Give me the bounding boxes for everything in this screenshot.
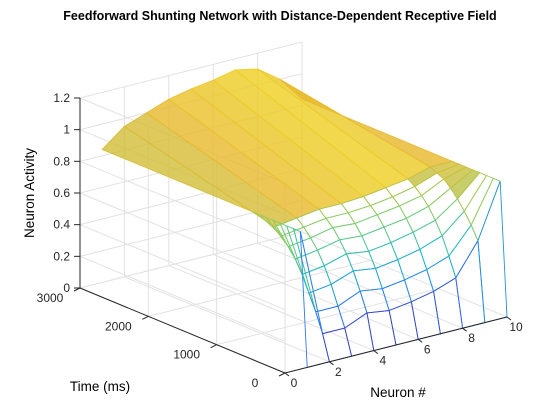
x-tick-label: 10 [509,320,523,334]
y-tick-label: 0 [252,376,259,390]
z-tick-label: 1 [63,123,70,137]
y-tick-label: 3000 [37,291,64,305]
grid-line [79,255,286,342]
x-axis-label: Neuron # [370,385,426,400]
grid-line [79,224,286,311]
z-tick-label: 0.4 [53,218,70,232]
grid-line [301,231,508,318]
grid-line [79,41,303,99]
y-axis-label: Time (ms) [70,379,130,394]
z-axis-label: Neuron Activity [22,148,37,238]
x-tick [329,361,334,366]
x-tick-label: 2 [335,365,342,379]
z-tick-label: 1.2 [53,91,70,105]
y-tick [142,315,149,320]
surface [101,68,508,368]
x-tick-label: 4 [379,354,386,368]
z-tick-label: 0.2 [53,249,70,263]
grid-line [148,259,371,317]
x-tick [462,327,467,332]
grid-line [79,231,303,289]
x-tick [506,316,512,321]
x-axis-line [284,316,508,374]
grid-line [213,253,419,340]
x-tick-label: 0 [291,376,298,390]
y-tick [210,344,217,349]
x-tick-label: 6 [424,342,431,356]
z-tick-label: 0 [63,281,70,295]
y-tick [278,372,286,377]
grid-line [168,265,374,352]
y-tick-label: 1000 [173,348,200,362]
grid-line [79,192,286,279]
x-tick-label: 8 [468,331,475,345]
grid-line [216,288,439,346]
z-tick-label: 0.8 [53,154,70,168]
grid-line [124,276,330,363]
y-axis-line [79,287,286,374]
z-tick-label: 0.6 [53,186,70,200]
grid-line [79,160,286,247]
chart-title: Feedforward Shunting Network with Distan… [63,9,497,23]
x-tick [373,350,379,355]
x-tick [417,338,423,343]
grid-line [257,242,463,329]
x-tick [284,372,290,377]
y-tick-label: 2000 [105,319,132,333]
